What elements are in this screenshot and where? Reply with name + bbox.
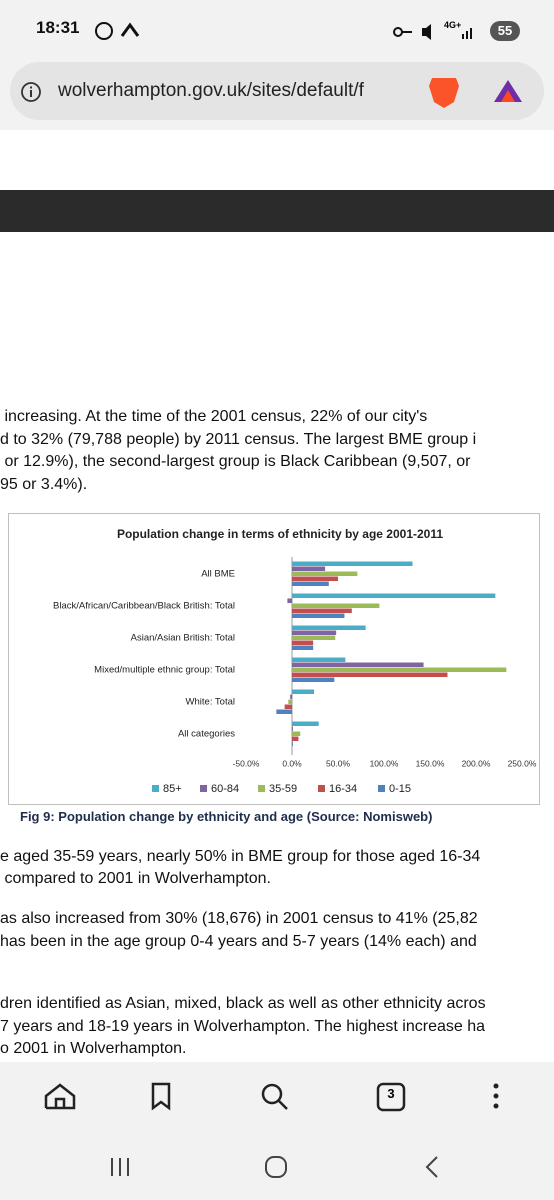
bar xyxy=(292,571,358,576)
legend-swatch xyxy=(258,785,265,792)
x-tick-label: 200.0% xyxy=(462,758,491,768)
category-label: Mixed/multiple ethnic group: Total xyxy=(94,665,235,676)
text-line: compared to 2001 in Wolverhampton. xyxy=(0,870,271,887)
bar xyxy=(284,704,292,709)
url[interactable]: wolverhampton.gov.uk/sites/default/f xyxy=(58,80,364,101)
text-line: or 12.9%), the second-largest group is B… xyxy=(0,453,471,470)
bar xyxy=(287,598,292,603)
category-label: All categories xyxy=(178,729,235,740)
category-label: All BME xyxy=(201,569,235,580)
bar xyxy=(292,576,338,581)
bar xyxy=(292,726,293,731)
bar xyxy=(288,699,292,704)
bar xyxy=(292,603,380,608)
browser-icons[interactable] xyxy=(428,74,528,108)
bar xyxy=(276,709,292,714)
network: 4G+ xyxy=(444,20,462,30)
chart-title: Population change in terms of ethnicity … xyxy=(117,527,443,541)
bar xyxy=(292,736,299,741)
chart-border xyxy=(8,513,540,805)
bar xyxy=(292,613,345,618)
legend-swatch xyxy=(318,785,325,792)
bar xyxy=(292,581,329,586)
category-label: Black/African/Caribbean/Black British: T… xyxy=(53,601,235,612)
bar xyxy=(292,657,346,662)
doc-band xyxy=(0,190,554,232)
system-icons xyxy=(393,24,472,40)
status-icons xyxy=(95,22,140,40)
text-line: e aged 35-59 years, nearly 50% in BME gr… xyxy=(0,848,481,865)
x-tick-label: 150.0% xyxy=(416,758,445,768)
bar xyxy=(292,593,496,598)
category-label: Asian/Asian British: Total xyxy=(131,633,235,644)
bar xyxy=(292,731,301,736)
clock: 18:31 xyxy=(36,18,80,37)
toolbar[interactable] xyxy=(44,1082,406,1112)
text-line: 95 or 3.4%). xyxy=(0,476,88,493)
text-line: has been in the age group 0-4 years and … xyxy=(0,933,477,950)
x-tick-label: 250.0% xyxy=(508,758,537,768)
text-line: as also increased from 30% (18,676) in 2… xyxy=(0,910,478,927)
bar xyxy=(292,625,366,630)
x-tick-label: 50.0% xyxy=(326,758,351,768)
bar xyxy=(292,662,424,667)
nav-icons xyxy=(44,1082,499,1178)
x-tick-label: 0.0% xyxy=(282,758,302,768)
bar xyxy=(292,667,507,672)
chart: Population change in terms of ethnicity … xyxy=(8,513,540,805)
text-line: increasing. At the time of the 2001 cens… xyxy=(0,408,428,425)
legend-label: 35-59 xyxy=(269,783,297,795)
bar xyxy=(292,561,413,566)
bar xyxy=(290,694,292,699)
legend-label: 60-84 xyxy=(211,783,239,795)
bar xyxy=(292,608,352,613)
text-line: d to 32% (79,788 people) by 2011 census.… xyxy=(0,431,477,448)
bar xyxy=(292,635,336,640)
tab-count[interactable]: 3 xyxy=(387,1086,395,1101)
bar xyxy=(292,689,315,694)
bar xyxy=(292,566,326,571)
bar xyxy=(292,721,319,726)
figure-caption: Fig 9: Population change by ethnicity an… xyxy=(20,809,433,824)
text-line: 7 years and 18-19 years in Wolverhampton… xyxy=(0,1018,486,1035)
bar xyxy=(292,741,293,746)
bar xyxy=(292,640,314,645)
legend-swatch xyxy=(152,785,159,792)
x-tick-label: 100.0% xyxy=(370,758,399,768)
legend-label: 0-15 xyxy=(389,783,411,795)
bar xyxy=(292,645,314,650)
x-tick-label: -50.0% xyxy=(233,758,260,768)
legend-swatch xyxy=(378,785,385,792)
legend-swatch xyxy=(200,785,207,792)
legend-label: 85+ xyxy=(163,783,182,795)
bar xyxy=(292,677,335,682)
category-label: White: Total xyxy=(186,697,235,708)
bar xyxy=(292,630,337,635)
bar xyxy=(292,672,448,677)
battery: 55 xyxy=(490,21,520,41)
text-line: dren identified as Asian, mixed, black a… xyxy=(0,995,486,1012)
legend-label: 16-34 xyxy=(329,783,357,795)
info-icon[interactable] xyxy=(20,81,42,103)
text-line: o 2001 in Wolverhampton. xyxy=(0,1040,187,1057)
